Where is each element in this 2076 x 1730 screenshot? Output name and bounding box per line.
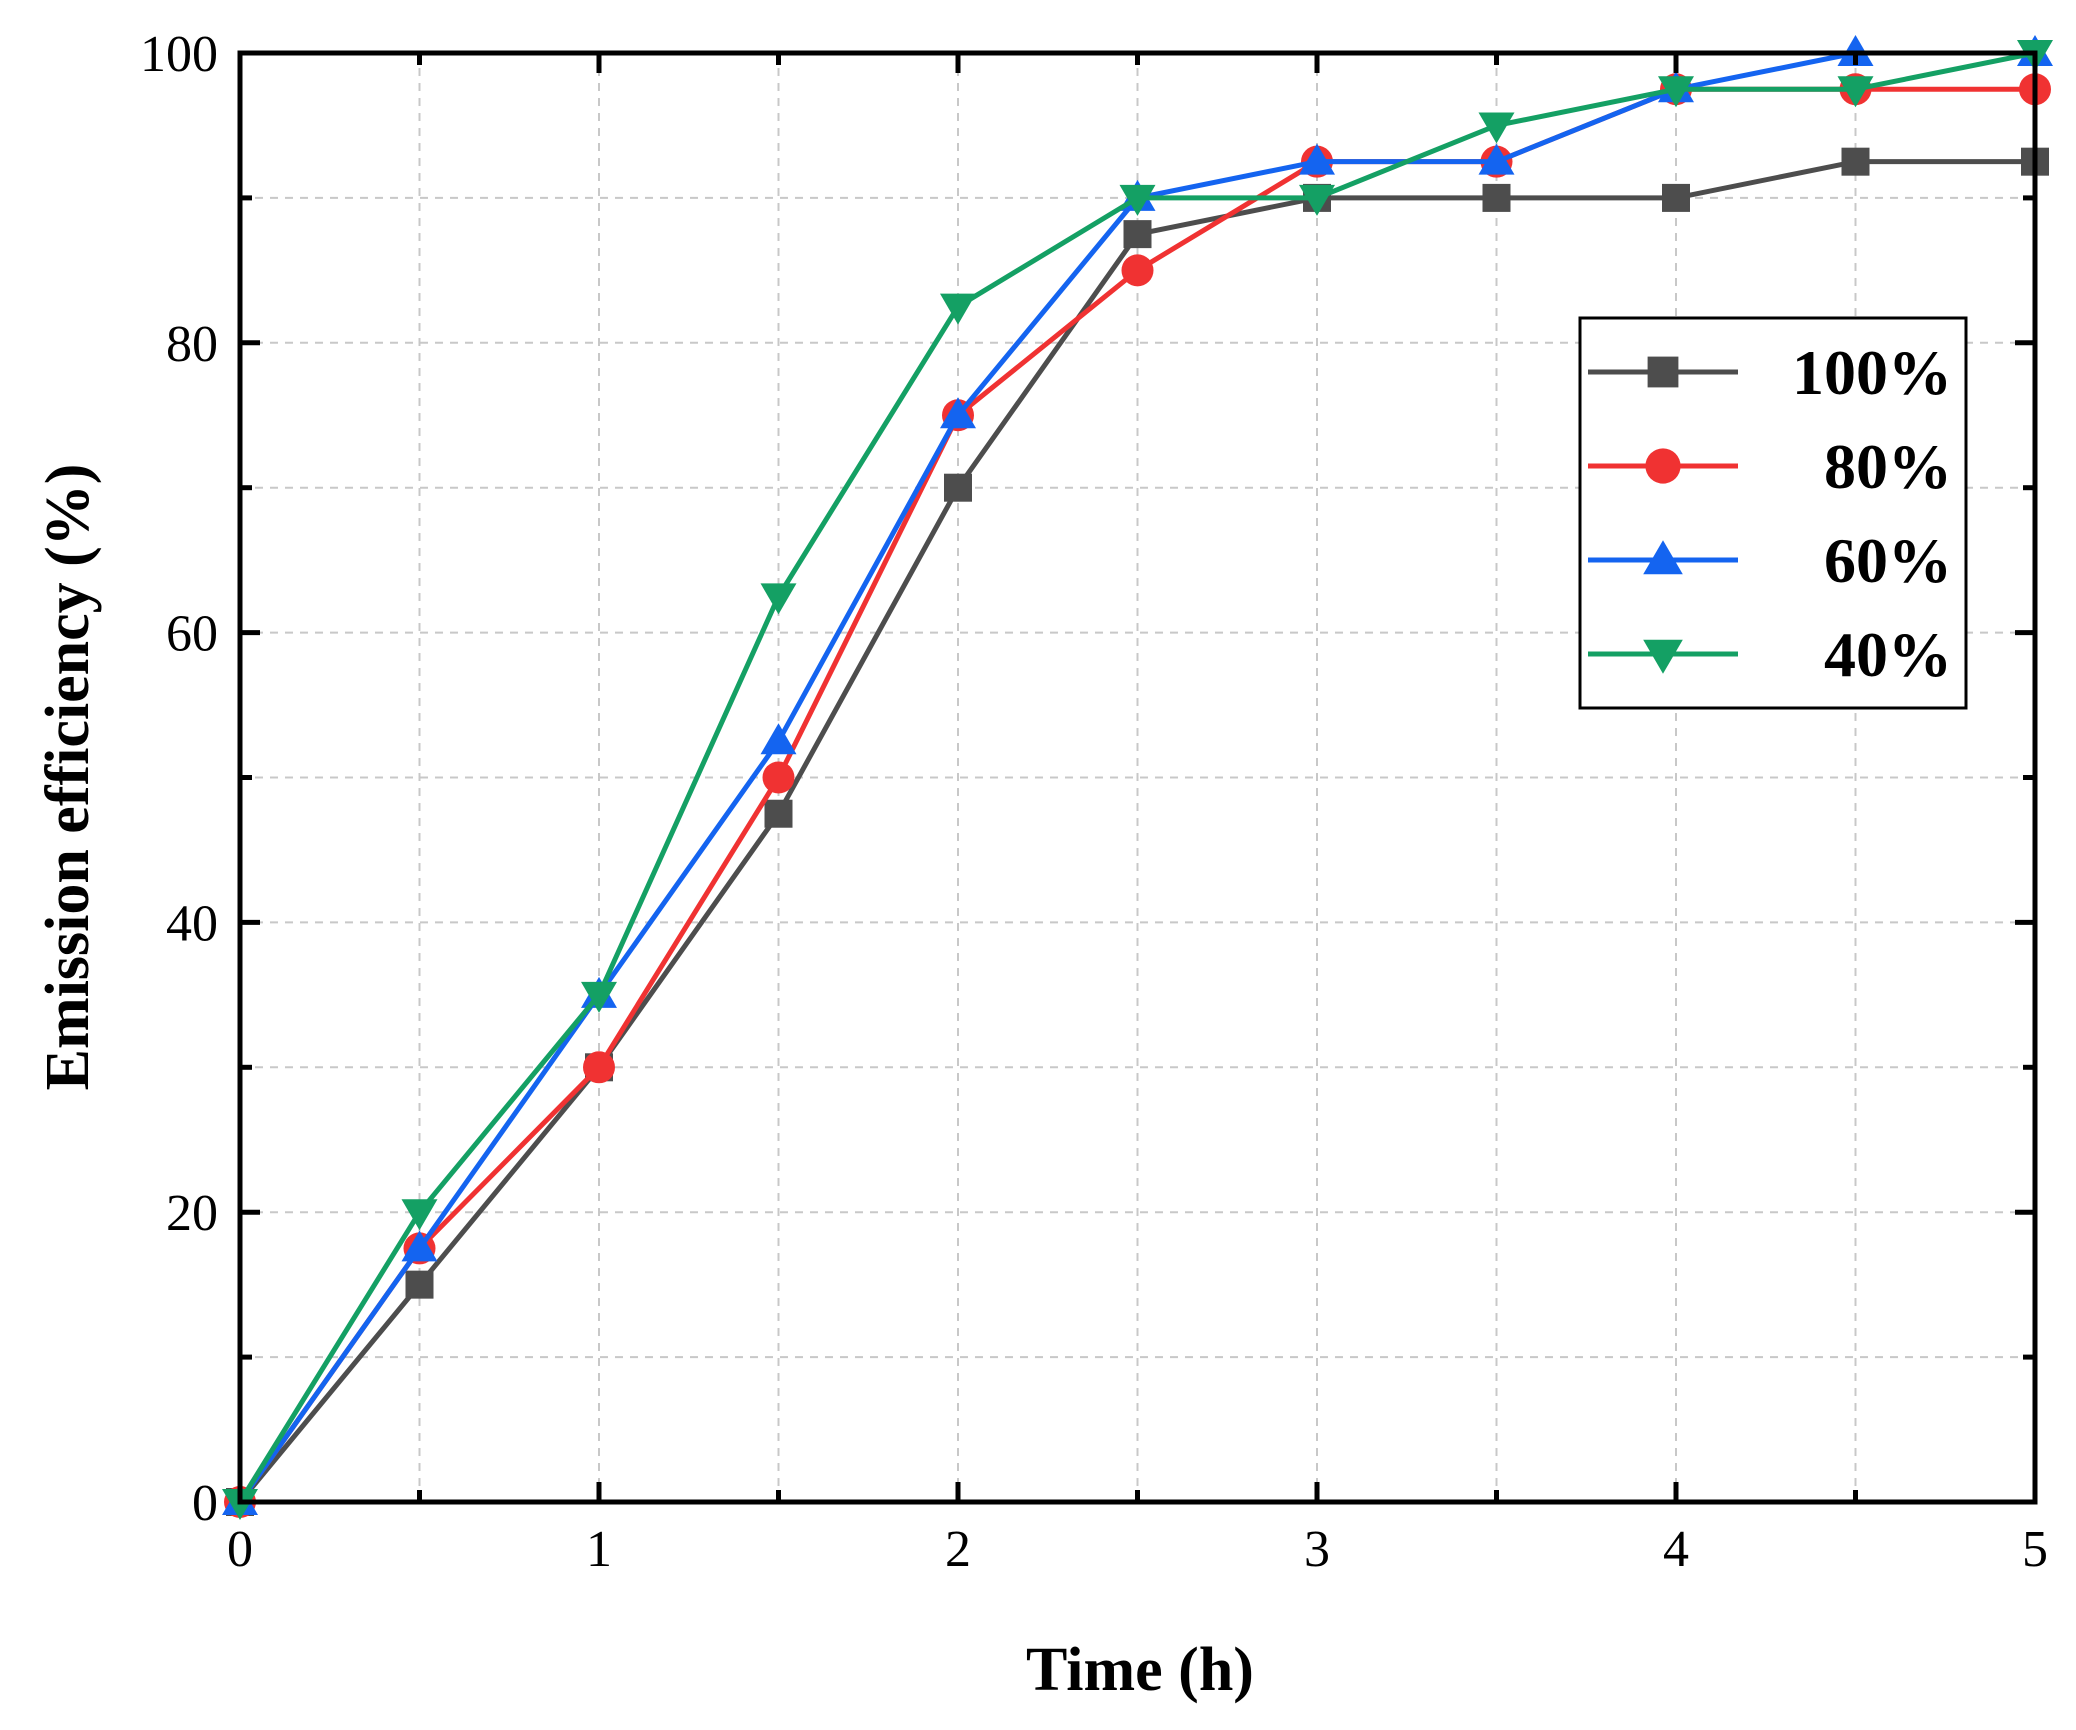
legend-label: 40% xyxy=(1824,619,1952,690)
legend: 100% 80% 60% 40% xyxy=(1578,316,1968,710)
data-point xyxy=(764,799,793,828)
data-point xyxy=(581,981,617,1013)
legend-label: 60% xyxy=(1824,525,1952,596)
legend-swatch-marker xyxy=(1647,356,1679,388)
y-axis-title: Emission efficiency (%) xyxy=(34,464,102,1091)
data-point xyxy=(940,397,976,429)
axes: 0 1 2 3 4 5 0 20 40 60 80 100 xyxy=(140,26,2048,1578)
legend-item: 40% xyxy=(1588,619,1952,690)
data-point xyxy=(1299,143,1335,175)
data-point xyxy=(1299,184,1335,216)
legend-label: 80% xyxy=(1824,431,1952,502)
data-point xyxy=(762,761,795,794)
data-point xyxy=(944,473,972,502)
y-tick-label: 20 xyxy=(166,1185,218,1242)
x-axis-title: Time (h) xyxy=(1026,1636,1254,1704)
data-point xyxy=(401,1230,438,1262)
y-tick-label: 80 xyxy=(166,316,218,373)
x-tick-label: 0 xyxy=(227,1521,253,1578)
data-point xyxy=(1123,220,1152,249)
x-tick-label: 2 xyxy=(945,1521,971,1578)
legend-item: 80% xyxy=(1588,431,1952,502)
series-40pct xyxy=(222,40,2053,1520)
data-point xyxy=(1658,76,1694,108)
data-point xyxy=(405,1270,434,1299)
x-tick-label: 3 xyxy=(1304,1521,1330,1578)
x-tick-label: 1 xyxy=(586,1521,612,1578)
data-point xyxy=(940,293,976,325)
data-point xyxy=(760,583,797,615)
y-tick-label: 100 xyxy=(140,26,218,83)
legend-item: 60% xyxy=(1588,525,1952,596)
data-point xyxy=(401,1199,438,1231)
y-tick-label: 40 xyxy=(166,895,218,952)
x-tick-label: 4 xyxy=(1663,1521,1689,1578)
legend-swatch-marker xyxy=(1643,639,1683,674)
data-point xyxy=(583,1051,615,1084)
data-point xyxy=(760,723,797,755)
data-point xyxy=(1482,183,1511,212)
data-point xyxy=(1478,112,1515,144)
y-tick-label: 60 xyxy=(166,606,218,663)
data-point xyxy=(1478,143,1515,175)
data-point xyxy=(1837,76,1874,108)
data-point xyxy=(1841,147,1870,176)
legend-item: 100% xyxy=(1588,337,1952,408)
data-point xyxy=(1121,254,1154,287)
legend-label: 100% xyxy=(1792,337,1952,408)
legend-swatch-marker xyxy=(1645,448,1681,484)
legend-swatch-marker xyxy=(1643,540,1683,575)
data-point xyxy=(1662,183,1690,212)
legend-box xyxy=(1578,316,1968,710)
y-tick-label: 0 xyxy=(192,1475,218,1532)
data-point xyxy=(1119,184,1156,216)
x-tick-label: 5 xyxy=(2022,1521,2048,1578)
